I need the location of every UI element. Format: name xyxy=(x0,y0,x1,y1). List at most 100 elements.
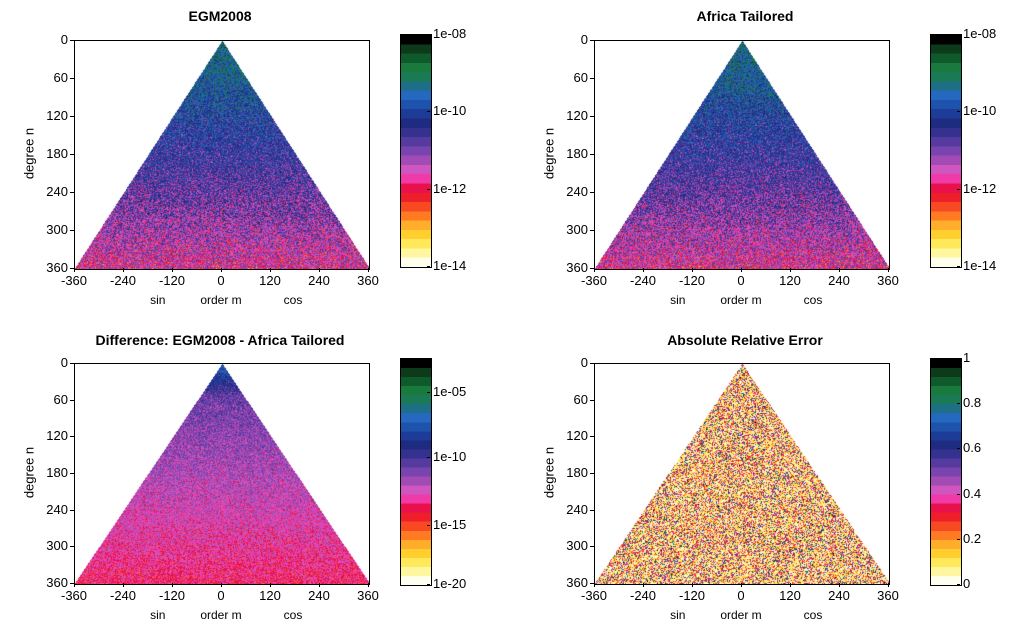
colorbar-tick-label: 0.6 xyxy=(963,440,982,456)
x-right-label: cos xyxy=(283,608,303,622)
y-tick-label: 240 xyxy=(46,184,68,199)
x-right-label: cos xyxy=(803,293,823,307)
heatmap-canvas xyxy=(75,41,369,269)
x-tick-mark xyxy=(839,268,840,272)
x-tick-mark xyxy=(888,583,889,587)
colorbar-tick-label: 1e-10 xyxy=(963,103,997,119)
y-tick-label: 60 xyxy=(53,70,68,85)
y-tick-mark xyxy=(590,363,594,364)
x-tick-mark xyxy=(221,268,222,272)
x-tick-label: 360 xyxy=(877,273,899,288)
colorbar-tick-label: 1e-10 xyxy=(433,449,467,465)
x-tick-label: -240 xyxy=(629,588,657,603)
x-tick-label: -360 xyxy=(580,273,608,288)
colorbar-tick-label: 1 xyxy=(963,350,971,365)
x-tick-mark xyxy=(741,268,742,272)
y-tick-mark xyxy=(590,546,594,548)
colorbar-tick-label: 1e-12 xyxy=(433,180,467,196)
y-tick-mark xyxy=(70,473,74,474)
x-tick-label: 120 xyxy=(779,588,801,603)
x-tick-mark xyxy=(319,583,320,587)
plot-area xyxy=(74,40,370,270)
x-tick-label: 360 xyxy=(357,273,379,288)
colorbar-tick-mark xyxy=(427,584,430,585)
x-right-label: cos xyxy=(283,293,303,307)
y-tick-mark xyxy=(70,78,74,79)
y-tick-label: 180 xyxy=(566,465,588,480)
x-tick-mark xyxy=(692,583,693,587)
x-tick-mark xyxy=(368,268,369,272)
x-tick-label: 240 xyxy=(828,588,850,603)
y-tick-mark xyxy=(590,154,594,155)
x-tick-label: 240 xyxy=(308,273,330,288)
y-tick-label: 240 xyxy=(566,501,588,517)
plot-area xyxy=(74,363,370,585)
x-tick-mark xyxy=(594,268,595,272)
y-tick-label: 180 xyxy=(46,146,68,161)
y-tick-mark xyxy=(70,363,74,364)
y-tick-label: 180 xyxy=(46,465,68,480)
x-tick-mark xyxy=(172,268,173,272)
colorbar-tick-mark xyxy=(957,493,960,495)
x-left-label: sin xyxy=(670,293,686,307)
y-tick-label: 0 xyxy=(580,32,588,47)
y-tick-mark xyxy=(590,436,594,438)
x-tick-label: 0 xyxy=(217,588,225,603)
x-tick-mark xyxy=(221,583,222,587)
x-tick-mark xyxy=(123,583,124,587)
y-tick-mark xyxy=(590,268,594,269)
y-tick-mark xyxy=(590,583,594,584)
colorbar xyxy=(400,358,432,586)
y-tick-label: 60 xyxy=(53,391,68,407)
y-tick-label: 60 xyxy=(573,70,588,85)
x-tick-label: 120 xyxy=(779,273,801,288)
x-tick-mark xyxy=(790,583,791,587)
x-tick-mark xyxy=(319,268,320,272)
y-tick-mark xyxy=(590,78,594,79)
colorbar-tick-mark xyxy=(957,584,960,585)
colorbar-tick-mark xyxy=(957,403,960,405)
y-tick-label: 240 xyxy=(46,501,68,517)
chart-title: Africa Tailored xyxy=(696,8,794,24)
x-tick-mark xyxy=(74,583,75,587)
x-tick-mark xyxy=(368,583,369,587)
x-tick-label: 0 xyxy=(217,273,225,288)
x-left-label: sin xyxy=(670,608,686,622)
y-tick-mark xyxy=(70,116,74,117)
chart-title: Absolute Relative Error xyxy=(667,332,823,348)
x-tick-mark xyxy=(692,268,693,272)
x-axis-label: order m xyxy=(200,608,242,622)
y-tick-mark xyxy=(590,192,594,193)
y-tick-mark xyxy=(70,583,74,584)
x-tick-label: -120 xyxy=(678,588,706,603)
y-tick-label: 120 xyxy=(46,108,68,123)
colorbar-tick-label: 1e-14 xyxy=(433,258,467,273)
colorbar-tick-label: 1e-10 xyxy=(433,103,467,119)
y-tick-mark xyxy=(70,436,74,438)
y-tick-mark xyxy=(70,268,74,269)
y-tick-label: 360 xyxy=(46,575,68,590)
colorbar-tick-mark xyxy=(957,448,960,450)
x-tick-mark xyxy=(643,268,644,272)
y-tick-label: 360 xyxy=(566,260,588,275)
colorbar-tick-mark xyxy=(427,188,430,190)
x-tick-mark xyxy=(74,268,75,272)
y-tick-label: 120 xyxy=(46,428,68,444)
x-left-label: sin xyxy=(150,608,166,622)
heatmap-canvas xyxy=(75,364,369,584)
y-tick-label: 120 xyxy=(566,428,588,444)
x-right-label: cos xyxy=(803,608,823,622)
y-tick-mark xyxy=(590,399,594,401)
colorbar-tick-label: 1e-14 xyxy=(963,258,997,273)
y-tick-label: 180 xyxy=(566,146,588,161)
colorbar-tick-mark xyxy=(957,266,960,267)
y-tick-mark xyxy=(70,546,74,548)
plot-area xyxy=(594,40,890,270)
colorbar-tick-mark xyxy=(957,111,960,113)
y-tick-mark xyxy=(70,40,74,41)
y-tick-mark xyxy=(70,509,74,511)
colorbar xyxy=(930,34,962,268)
y-tick-label: 0 xyxy=(580,355,588,370)
colorbar-tick-mark xyxy=(427,457,430,459)
x-tick-label: 360 xyxy=(877,588,899,603)
